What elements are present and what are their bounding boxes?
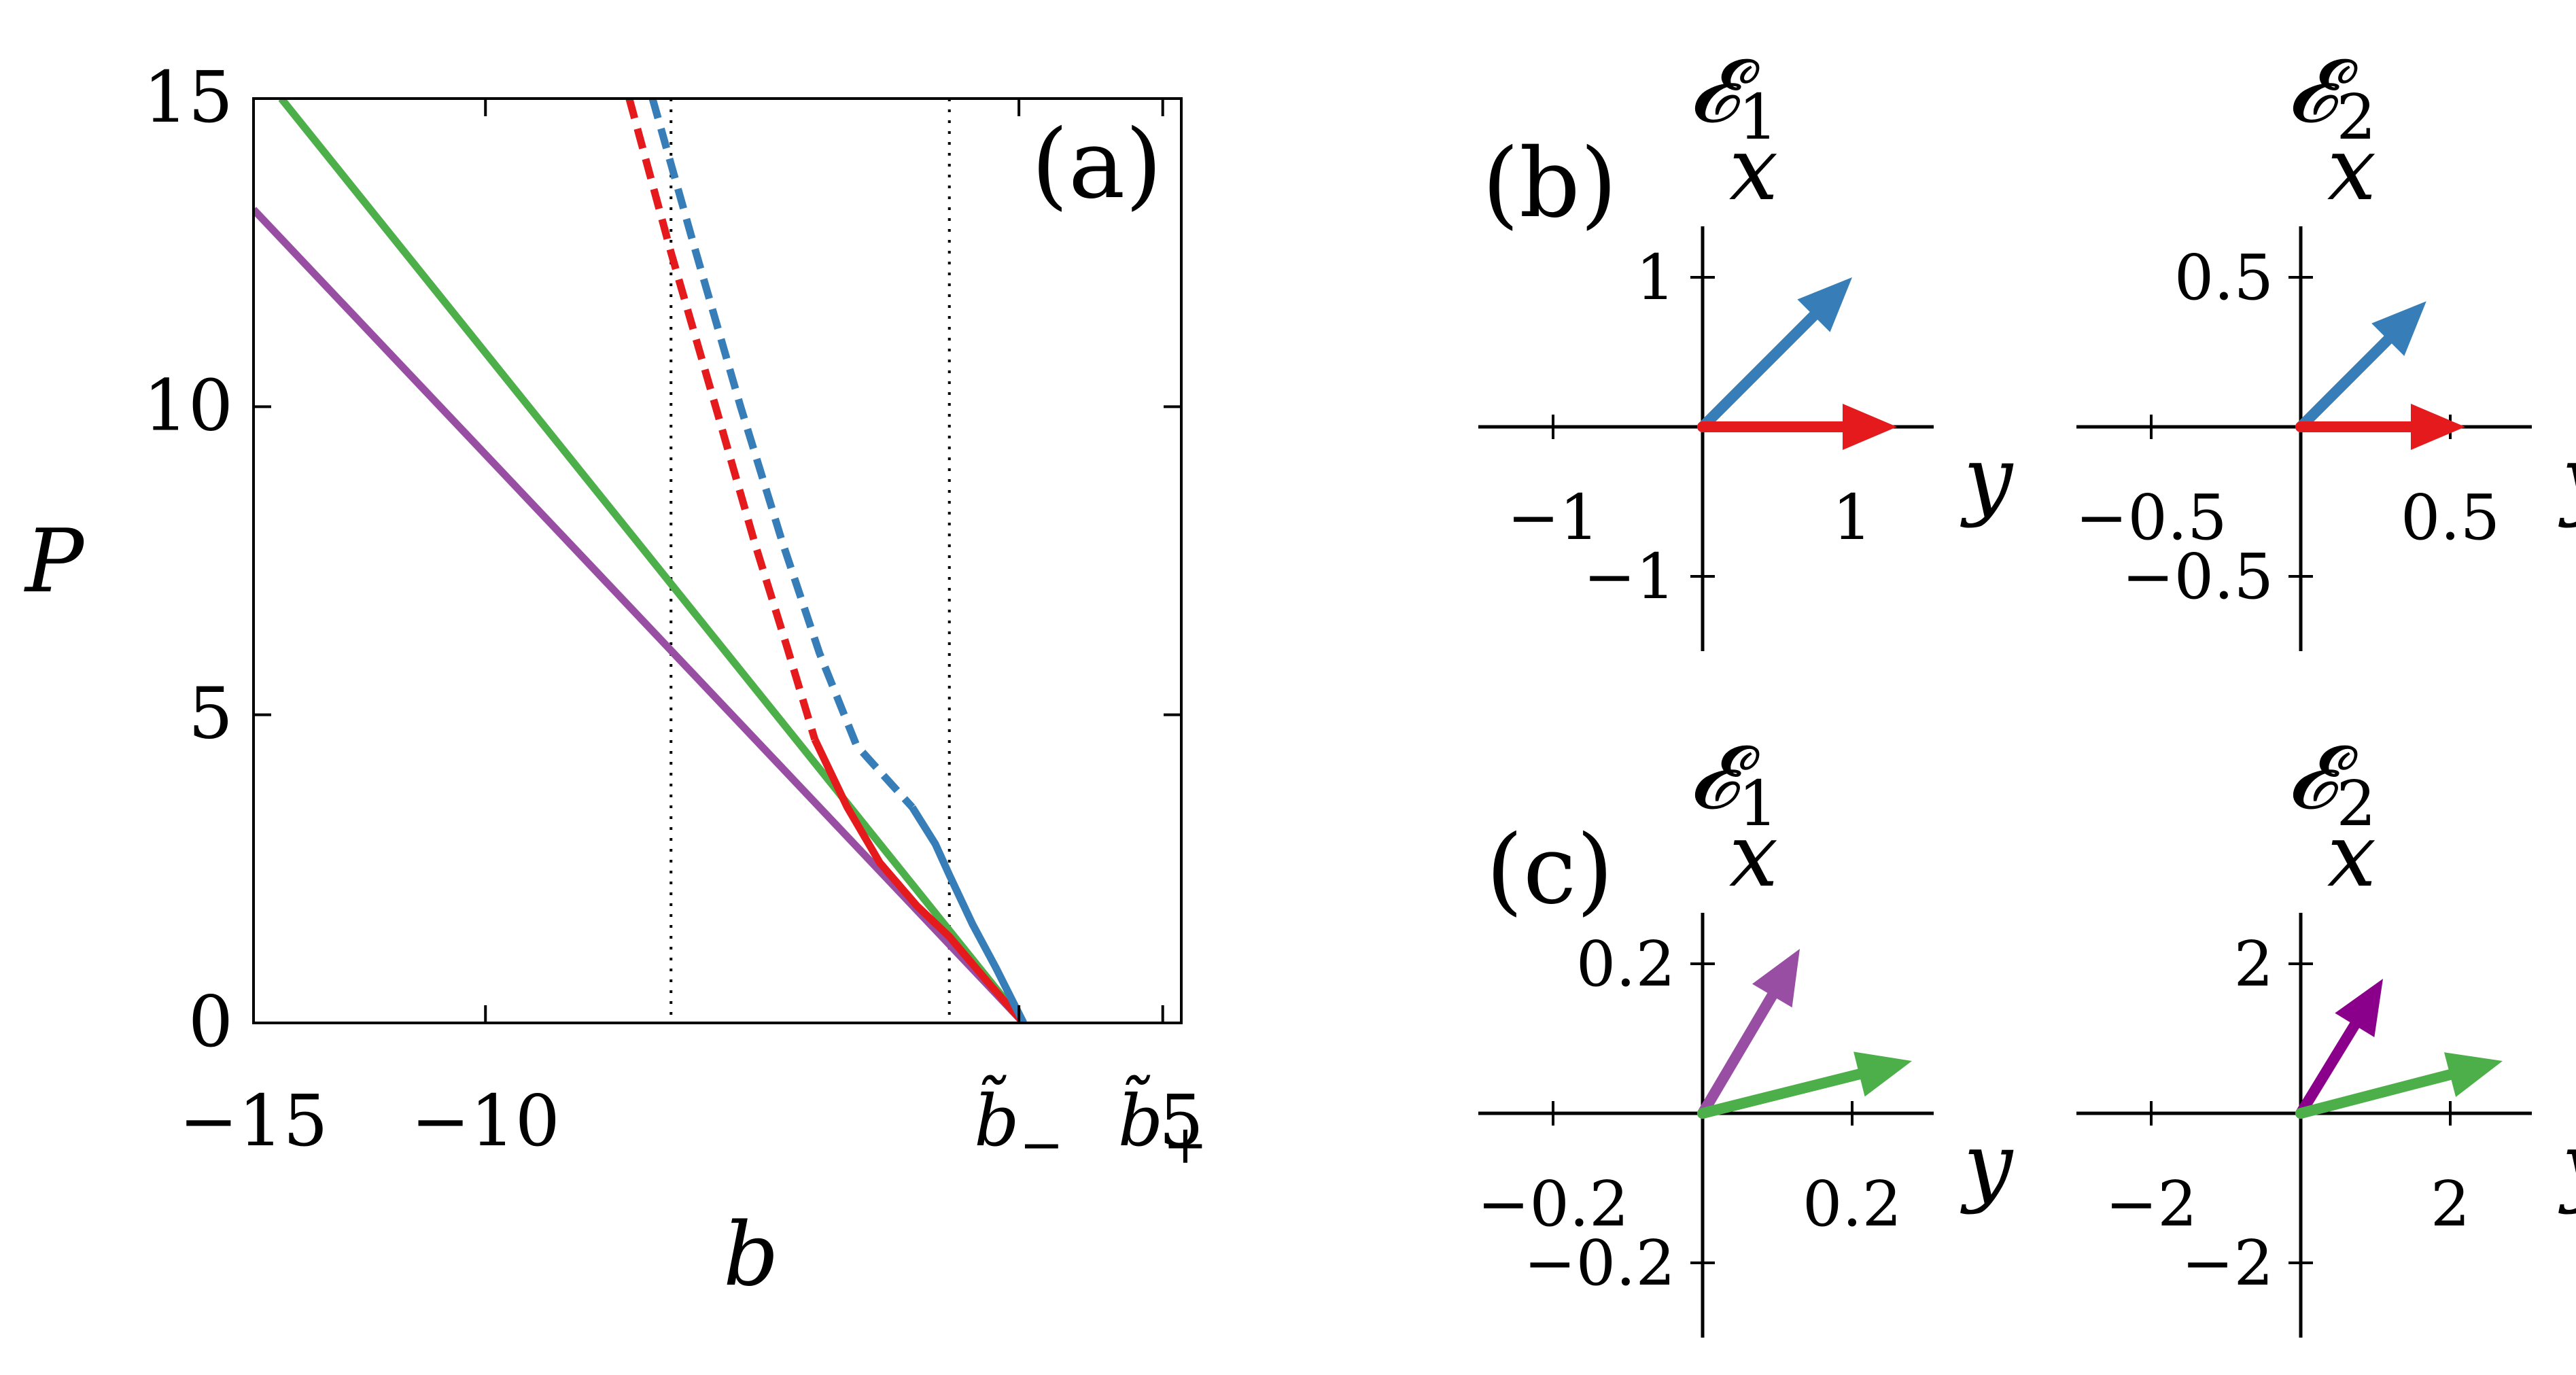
vector-panel-4: −2 2 2 −2 y x𝓔2: [2076, 727, 2576, 1338]
vector-head-0: [2335, 979, 2383, 1037]
plot-frame: [252, 97, 1183, 1024]
vector-head-0: [2371, 301, 2426, 356]
panel-a-label: (a): [1031, 109, 1162, 220]
vector-head-1: [1843, 404, 1897, 450]
vertical-axis-label: x: [1729, 119, 1778, 220]
panel-title: 𝓔2: [2286, 727, 2376, 840]
vector-panels: −111−1yx𝓔1(b)−0.50.50.5−0.5yx𝓔2−0.20.20.…: [1477, 41, 2576, 1338]
series-line-2: [625, 99, 819, 741]
horizontal-axis-label: y: [1960, 428, 2014, 529]
vector-head-1: [2411, 404, 2465, 450]
vertical-axis-label: x: [2327, 119, 2376, 220]
series-line-4: [648, 99, 916, 810]
series-line-1: [254, 207, 1026, 1023]
y-tick-label-0: 0: [188, 980, 233, 1063]
x-tick-label-2: b̃−: [974, 1074, 1064, 1176]
v-tick-label-0: 2: [2233, 928, 2274, 1000]
horizontal-axis-label: y: [2558, 428, 2576, 529]
v-tick-label-1: −0.2: [1524, 1227, 1675, 1300]
vector-panel-2: −0.5 0.5 0.5 −0.5 y x𝓔2: [2075, 41, 2576, 651]
x-tick-label-0: −15: [179, 1079, 328, 1162]
series-line-3: [811, 737, 1027, 1023]
vertical-axis-label: x: [1729, 805, 1778, 907]
vertical-axis-label: x: [2327, 805, 2376, 907]
x-tick-label-1: −10: [411, 1079, 560, 1162]
vector-shaft-0: [2295, 1020, 2361, 1119]
panel-label: (c): [1486, 815, 1614, 926]
vector-head-1: [1853, 1051, 1912, 1097]
vector-shaft-1: [2295, 1069, 2456, 1119]
x-axis-label: b: [723, 1204, 779, 1306]
v-tick-label-1: −0.5: [2122, 540, 2274, 613]
horizontal-axis-label: y: [1960, 1115, 2014, 1216]
v-tick-label-1: −1: [1583, 540, 1675, 613]
vector-shaft-1: [1697, 1068, 1865, 1119]
h-tick-label-0: −2: [2105, 1168, 2197, 1240]
series-line-0: [278, 99, 1027, 1023]
h-tick-label-1: 0.2: [1803, 1168, 1902, 1240]
h-tick-label-0: −0.2: [1477, 1168, 1629, 1240]
h-tick-label-0: −0.5: [2075, 481, 2227, 554]
panel-title: 𝓔1: [1688, 727, 1778, 840]
v-tick-label-0: 0.5: [2174, 241, 2274, 314]
y-tick-label-2: 10: [143, 364, 233, 447]
h-tick-label-1: 1: [1832, 481, 1873, 554]
h-tick-label-0: −1: [1507, 481, 1599, 554]
vector-shaft-0: [2295, 334, 2394, 432]
panel-title: 𝓔2: [2286, 41, 2376, 154]
v-tick-label-0: 1: [1635, 241, 1675, 314]
vector-head-0: [1797, 277, 1852, 332]
v-tick-label-0: 0.2: [1576, 928, 1675, 1000]
y-tick-label-3: 15: [143, 56, 233, 139]
series-line-5: [909, 805, 1027, 1023]
vector-shaft-0: [1697, 990, 1778, 1119]
y-tick-label-1: 5: [188, 672, 233, 755]
vector-panel-1: −1 1 1 −1 y x𝓔1 (b): [1478, 41, 2014, 651]
panel-label: (b): [1482, 128, 1618, 239]
h-tick-label-1: 0.5: [2401, 481, 2500, 554]
x-tick-label-4: 5: [1159, 1079, 1204, 1162]
vector-head-1: [2444, 1052, 2503, 1097]
horizontal-axis-label: y: [2558, 1115, 2576, 1216]
h-tick-label-1: 2: [2431, 1168, 2471, 1240]
vector-shaft-0: [1697, 310, 1820, 432]
panel-title: 𝓔1: [1688, 41, 1778, 154]
v-tick-label-1: −2: [2181, 1227, 2274, 1300]
vector-panel-3: −0.2 0.2 0.2 −0.2 y x𝓔1 (c): [1477, 727, 2014, 1338]
vector-head-0: [1752, 949, 1800, 1008]
y-axis-label: P: [24, 511, 85, 612]
